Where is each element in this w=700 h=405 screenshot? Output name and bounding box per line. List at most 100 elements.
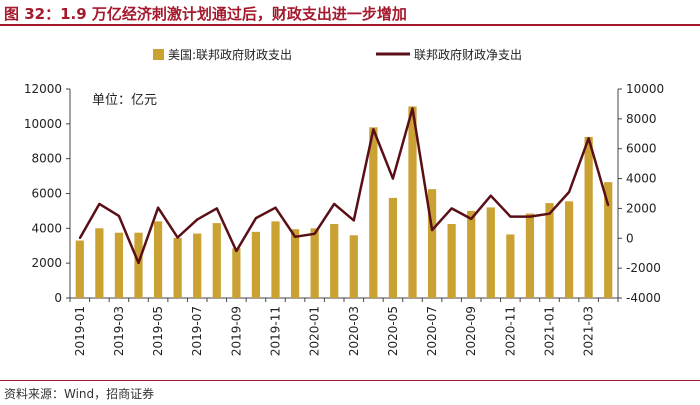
x-tick-label: 2020-01: [308, 306, 322, 356]
line-point: [431, 229, 433, 231]
y-right-tick-label: -2000: [626, 261, 661, 275]
bar: [564, 201, 574, 298]
bar: [330, 223, 339, 298]
bar: [173, 237, 182, 298]
x-tick-label: 2021-03: [582, 306, 596, 356]
legend: 美国:联邦政府财政支出 联邦政府财政净支出: [153, 47, 522, 62]
line-point: [196, 218, 199, 221]
x-tick-label: 2020-09: [464, 306, 478, 356]
source-bar: 资料来源：Wind，招商证券: [0, 380, 700, 405]
bar: [134, 232, 143, 298]
y-left-tick-label: 6000: [31, 187, 62, 201]
line-point: [255, 217, 257, 219]
line-point: [352, 219, 355, 222]
bar: [95, 228, 104, 298]
bar: [486, 207, 495, 298]
y-left-tick-label: 2000: [31, 256, 62, 270]
legend-swatch-bar: [153, 49, 164, 60]
y-axis-left-ticks: 0 2000 4000 6000 8000 10000 12000: [24, 82, 70, 305]
bar: [114, 232, 124, 298]
y-left-tick-label: 4000: [31, 221, 62, 235]
x-tick-label: 2019-07: [190, 306, 204, 356]
legend-label-line: 联邦政府财政净支出: [414, 47, 522, 62]
y-left-tick-label: 0: [54, 291, 62, 305]
unit-label: 单位：亿元: [92, 93, 157, 108]
bar: [388, 197, 398, 298]
bar: [349, 235, 358, 298]
line-point: [489, 194, 492, 197]
net-expenditure-line: [78, 107, 610, 265]
line-series: [78, 107, 610, 265]
line-point: [98, 203, 101, 205]
line-point: [529, 215, 531, 218]
line-point: [137, 262, 140, 264]
line-point: [411, 107, 414, 110]
y-axis-right-ticks: -4000 -2000 0 2000 4000 6000 8000 10000: [618, 82, 664, 305]
source-note: 资料来源：Wind，招商证券: [4, 387, 155, 401]
line-point: [607, 204, 610, 207]
line-point: [568, 191, 570, 193]
y-right-tick-label: 0: [626, 231, 634, 245]
line-point: [118, 215, 120, 217]
x-tick-label: 2020-07: [425, 306, 439, 356]
bar: [369, 127, 378, 298]
y-left-tick-label: 10000: [24, 117, 62, 131]
line-point: [313, 233, 316, 235]
line-point: [274, 206, 277, 209]
bar: [604, 182, 613, 298]
x-tick-label: 2020-11: [503, 306, 517, 356]
line-point: [294, 235, 296, 238]
x-tick-label: 2019-01: [73, 306, 87, 356]
bar: [525, 213, 535, 298]
line-point: [509, 215, 512, 218]
bar: [193, 233, 202, 298]
line-point: [78, 237, 81, 240]
bar: [447, 223, 456, 298]
bar: [251, 231, 261, 298]
y-right-tick-label: 2000: [626, 201, 657, 215]
y-right-tick-label: 6000: [626, 142, 657, 156]
chart: 美国:联邦政府财政支出 联邦政府财政净支出 单位：亿元 2019-01 2019-…: [24, 47, 664, 356]
bar: [545, 203, 554, 298]
x-tick-label: 2019-09: [229, 306, 243, 356]
y-right-tick-label: 10000: [626, 82, 664, 96]
line-point: [470, 218, 473, 220]
x-tick-label: 2019-05: [151, 306, 165, 356]
bar: [408, 106, 417, 299]
line-point: [157, 206, 159, 209]
y-right-tick-label: 8000: [626, 112, 657, 126]
line-point: [215, 207, 218, 210]
bar-series: [75, 106, 613, 299]
x-tick-label: 2021-01: [543, 306, 557, 356]
line-point: [333, 203, 336, 205]
title-bar: 图 32：1.9 万亿经济刺激计划通过后，财政支出进一步增加: [0, 0, 700, 26]
x-axis-ticks: 2019-01 2019-03 2019-05 2019-07 2019-09 2019-…: [69, 298, 619, 356]
line-point: [235, 250, 238, 252]
y-left-tick-label: 12000: [24, 82, 62, 96]
line-point: [372, 128, 375, 131]
y-left-tick-label: 8000: [31, 152, 62, 166]
bar: [467, 210, 476, 298]
line-point: [450, 207, 453, 210]
bar: [232, 248, 241, 298]
y-right-tick-label: -4000: [626, 291, 661, 305]
y-right-tick-label: 4000: [626, 172, 657, 186]
bar: [290, 229, 300, 298]
bar: [212, 223, 221, 298]
bar: [75, 240, 84, 298]
line-point: [392, 177, 394, 180]
bar: [153, 221, 163, 298]
line-point: [587, 137, 590, 140]
x-tick-label: 2020-03: [347, 306, 361, 356]
bar: [427, 189, 437, 298]
figure-title: 图 32：1.9 万亿经济刺激计划通过后，财政支出进一步增加: [4, 5, 407, 23]
x-tick-label: 2019-11: [269, 306, 283, 356]
bar: [310, 228, 319, 298]
bar: [271, 221, 280, 298]
bar: [584, 136, 593, 298]
bar: [506, 234, 515, 298]
legend-label-bar: 美国:联邦政府财政支出: [168, 47, 292, 62]
axes: [69, 89, 619, 299]
x-tick-label: 2019-03: [112, 306, 126, 356]
x-tick-label: 2020-05: [386, 306, 400, 356]
